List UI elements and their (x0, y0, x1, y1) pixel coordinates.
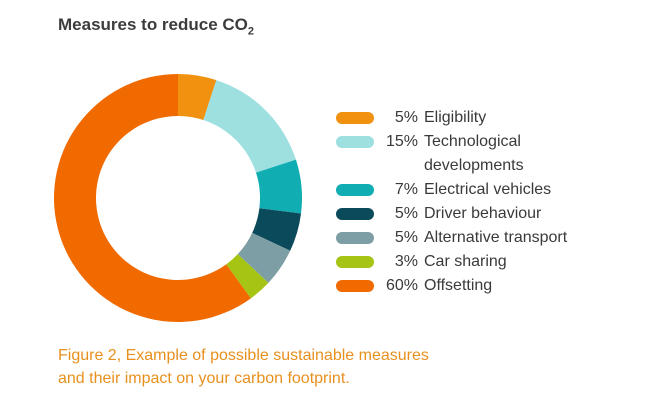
legend-swatch (336, 256, 374, 268)
legend-swatch (336, 208, 374, 220)
legend-label: Offsetting (424, 277, 493, 294)
caption-line-1: Figure 2, Example of possible sustainabl… (58, 347, 429, 364)
legend-item-offsetting: 60% Offsetting (336, 274, 636, 298)
donut-slice-electrical-vehicles (255, 159, 302, 214)
donut-slice-driver-behaviour (252, 208, 302, 251)
legend-swatch (336, 232, 374, 244)
legend-swatch (336, 136, 374, 148)
donut-slice-eligibility (178, 74, 217, 121)
legend-percent: 15% (385, 133, 418, 150)
legend-item-driver-behaviour: 5% Driver behaviour (336, 202, 636, 226)
legend-item-eligibility: 5% Eligibility (336, 106, 636, 130)
caption-line-2: and their impact on your carbon footprin… (58, 370, 350, 387)
chart-title: Measures to reduce CO2 (58, 15, 255, 38)
legend-swatch (336, 184, 374, 196)
legend-percent: 5% (394, 205, 418, 222)
legend-label: Alternative transport (424, 229, 568, 246)
legend-percent: 5% (394, 109, 418, 126)
legend-percent: 7% (394, 181, 418, 198)
legend-item-car-sharing: 3% Car sharing (336, 250, 636, 274)
legend-label: Car sharing (424, 253, 507, 270)
legend-percent: 5% (394, 229, 418, 246)
donut-slice-alternative-transport (237, 232, 291, 283)
legend-label: Electrical vehicles (424, 181, 552, 198)
legend-percent: 3% (394, 253, 418, 270)
legend-label: Driver behaviour (424, 205, 542, 222)
donut-slice-technological-developments (203, 80, 296, 173)
legend-item-technological-developments: 15% Technological developments (336, 130, 636, 178)
chart-title-subscript: 2 (247, 25, 255, 38)
chart-legend: 5% Eligibility 15% Technological developmen… (336, 106, 636, 298)
legend-percent: 60% (385, 277, 418, 294)
chart-title-text: Measures to reduce CO (58, 15, 248, 34)
legend-item-alternative-transport: 5% Alternative transport (336, 226, 636, 250)
figure-caption: Figure 2, Example of possible sustainabl… (58, 344, 528, 390)
legend-label: Eligibility (424, 109, 487, 126)
legend-item-electrical-vehicles: 7% Electrical vehicles (336, 178, 636, 202)
legend-swatch (336, 280, 374, 292)
donut-slice-car-sharing (226, 254, 269, 299)
legend-label: Technological developments (424, 133, 524, 174)
donut-slice-offsetting (54, 74, 251, 322)
legend-swatch (336, 112, 374, 124)
